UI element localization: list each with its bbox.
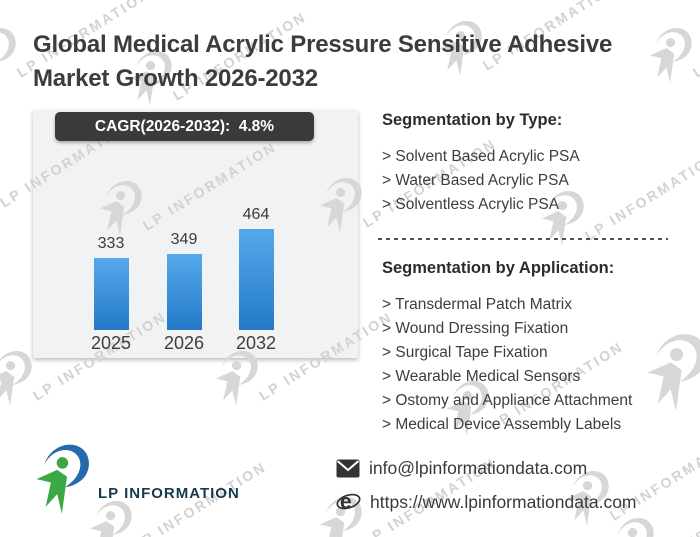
bar-value-label: 464 <box>242 206 270 223</box>
dashed-divider <box>378 238 668 240</box>
x-axis-label-2032: 2032 <box>235 333 277 353</box>
segmentation-application-heading: Segmentation by Application: <box>382 259 615 277</box>
bar-2025 <box>93 258 129 330</box>
list-item: > Solventless Acrylic PSA <box>382 196 560 213</box>
bar-2032 <box>238 229 274 330</box>
list-item: > Surgical Tape Fixation <box>382 344 548 361</box>
bar-group-2032: 464 <box>220 206 292 330</box>
contact-email-row: info@lpinformationdata.com <box>336 458 587 479</box>
bar-group-2025: 333 <box>75 235 147 330</box>
segmentation-by-type-section: Segmentation by Type: > Solvent Based Ac… <box>382 111 682 217</box>
list-item: > Water Based Acrylic PSA <box>382 172 569 189</box>
page-title: Global Medical Acrylic Pressure Sensitiv… <box>33 31 613 92</box>
contact-email[interactable]: info@lpinformationdata.com <box>369 458 588 478</box>
list-item: > Ostomy and Appliance Attachment <box>382 392 633 409</box>
browser-icon: e <box>336 491 361 514</box>
segmentation-type-heading: Segmentation by Type: <box>382 111 563 129</box>
segmentation-application-list: > Transdermal Patch Matrix > Wound Dress… <box>382 293 682 437</box>
segmentation-type-list: > Solvent Based Acrylic PSA > Water Base… <box>382 145 682 217</box>
brand-logo: LP INFORMATION <box>34 441 264 516</box>
brand-name: LP INFORMATION <box>98 485 240 502</box>
list-item: > Wound Dressing Fixation <box>382 320 569 337</box>
bar-group-2026: 349 <box>148 231 220 330</box>
bar-value-label: 333 <box>97 235 125 252</box>
list-item: > Wearable Medical Sensors <box>382 368 581 385</box>
list-item: > Solvent Based Acrylic PSA <box>382 148 580 165</box>
contact-website-row: e https://www.lpinformationdata.com <box>336 489 637 515</box>
envelope-icon <box>336 459 360 478</box>
bar-value-label: 349 <box>170 231 198 248</box>
contact-website[interactable]: https://www.lpinformationdata.com <box>370 491 637 512</box>
x-axis-label-2026: 2026 <box>163 333 205 353</box>
bar-2026 <box>166 254 202 330</box>
lp-logo-icon <box>34 441 92 516</box>
cagr-label: CAGR(2026-2032): 4.8% <box>94 117 275 135</box>
cagr-badge: CAGR(2026-2032): 4.8% <box>55 112 314 141</box>
list-item: > Transdermal Patch Matrix <box>382 296 572 313</box>
x-axis-label-2025: 2025 <box>90 333 132 353</box>
list-item: > Medical Device Assembly Labels <box>382 416 622 433</box>
segmentation-by-application-section: Segmentation by Application: > Transderm… <box>382 259 682 437</box>
